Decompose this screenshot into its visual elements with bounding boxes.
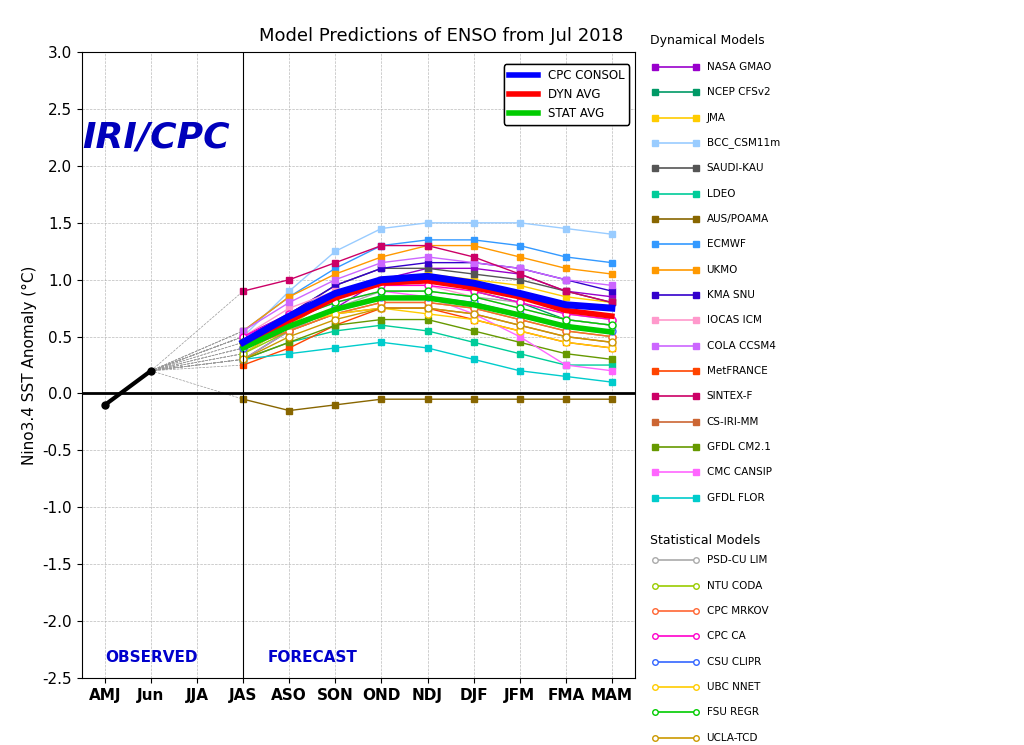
Text: SAUDI-KAU: SAUDI-KAU	[707, 163, 764, 174]
Text: MetFRANCE: MetFRANCE	[707, 366, 767, 376]
Text: JMA: JMA	[707, 112, 726, 123]
Text: CS-IRI-MM: CS-IRI-MM	[707, 416, 759, 427]
Text: NTU CODA: NTU CODA	[707, 580, 762, 591]
Text: ECMWF: ECMWF	[707, 239, 745, 250]
Text: GFDL FLOR: GFDL FLOR	[707, 492, 764, 503]
Text: FSU REGR: FSU REGR	[707, 707, 759, 717]
Text: NASA GMAO: NASA GMAO	[707, 62, 771, 72]
Text: CPC CA: CPC CA	[707, 631, 745, 641]
Text: PSD-CU LIM: PSD-CU LIM	[707, 555, 767, 565]
Text: CSU CLIPR: CSU CLIPR	[707, 656, 761, 667]
Text: GFDL CM2.1: GFDL CM2.1	[707, 442, 770, 452]
Text: UCLA-TCD: UCLA-TCD	[707, 732, 758, 743]
Text: IRI/CPC: IRI/CPC	[82, 121, 229, 154]
Text: CMC CANSIP: CMC CANSIP	[707, 467, 771, 478]
Text: COLA CCSM4: COLA CCSM4	[707, 340, 775, 351]
Legend: CPC CONSOL, DYN AVG, STAT AVG: CPC CONSOL, DYN AVG, STAT AVG	[504, 64, 629, 124]
Text: UKMO: UKMO	[707, 264, 738, 275]
Text: CPC MRKOV: CPC MRKOV	[707, 606, 768, 616]
Text: Dynamical Models: Dynamical Models	[650, 34, 765, 46]
Text: NCEP CFSv2: NCEP CFSv2	[707, 87, 770, 98]
Text: IOCAS ICM: IOCAS ICM	[707, 315, 762, 326]
Text: LDEO: LDEO	[707, 188, 735, 199]
Text: UBC NNET: UBC NNET	[707, 682, 760, 692]
Text: AUS/POAMA: AUS/POAMA	[707, 214, 769, 224]
Text: OBSERVED: OBSERVED	[104, 650, 198, 665]
Text: FORECAST: FORECAST	[267, 650, 357, 665]
Text: BCC_CSM11m: BCC_CSM11m	[707, 138, 780, 148]
Y-axis label: Nino3.4 SST Anomaly (°C): Nino3.4 SST Anomaly (°C)	[22, 265, 37, 465]
Text: KMA SNU: KMA SNU	[707, 290, 755, 300]
Text: Statistical Models: Statistical Models	[650, 534, 761, 547]
Title: Model Predictions of ENSO from Jul 2018: Model Predictions of ENSO from Jul 2018	[259, 27, 624, 45]
Text: SINTEX-F: SINTEX-F	[707, 391, 753, 402]
